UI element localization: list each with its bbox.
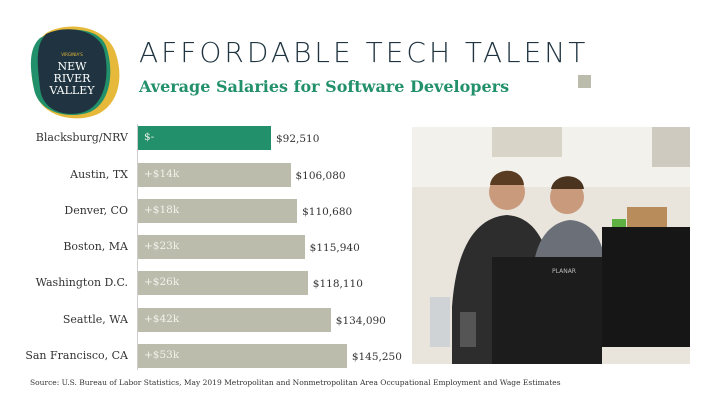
category-label: Denver, CO	[64, 204, 128, 217]
salary-bar: +$18k	[138, 199, 298, 223]
salary-bar: +$26k	[138, 271, 308, 295]
svg-text:VIRGINIA'S: VIRGINIA'S	[61, 52, 83, 57]
category-label: Boston, MA	[63, 240, 128, 253]
page-subtitle: Average Salaries for Software Developers	[139, 77, 510, 96]
salary-bar: +$53k	[138, 344, 347, 368]
salary-bar: +$42k	[138, 308, 331, 332]
page-title: AFFORDABLE TECH TALENT	[139, 36, 589, 69]
difference-label: +$18k	[144, 204, 180, 216]
salary-bar: +$23k	[138, 235, 305, 259]
value-label: $110,680	[302, 206, 353, 218]
value-label: $92,510	[276, 133, 320, 145]
value-label: $145,250	[351, 351, 402, 363]
difference-label: +$53k	[144, 349, 180, 361]
difference-label: +$23k	[144, 240, 180, 252]
svg-text:RIVER: RIVER	[54, 72, 92, 85]
svg-text:NEW: NEW	[58, 60, 88, 73]
decorative-square	[578, 75, 591, 88]
category-label: Blacksburg/NRV	[35, 131, 128, 144]
difference-label: $-	[144, 131, 155, 143]
category-label: Washington D.C.	[35, 276, 128, 289]
value-label: $134,090	[335, 315, 386, 327]
value-label: $115,940	[309, 242, 360, 254]
new-river-valley-logo: VIRGINIA'S NEW RIVER VALLEY	[30, 26, 120, 119]
salary-bar: +$14k	[138, 163, 291, 187]
category-label: San Francisco, CA	[25, 349, 128, 362]
difference-label: +$42k	[144, 313, 180, 325]
source-note: Source: U.S. Bureau of Labor Statistics,…	[30, 378, 561, 387]
category-label: Seattle, WA	[62, 313, 128, 326]
developers-photo: PLANAR	[412, 127, 690, 364]
svg-text:PLANAR: PLANAR	[552, 268, 576, 275]
category-label: Austin, TX	[70, 168, 128, 181]
difference-label: +$14k	[144, 168, 180, 180]
salary-bar: $-	[138, 126, 271, 150]
value-label: $118,110	[312, 278, 363, 290]
value-label: $106,080	[295, 170, 346, 182]
difference-label: +$26k	[144, 276, 180, 288]
svg-text:VALLEY: VALLEY	[48, 84, 95, 97]
chart-axis-line	[137, 124, 138, 370]
